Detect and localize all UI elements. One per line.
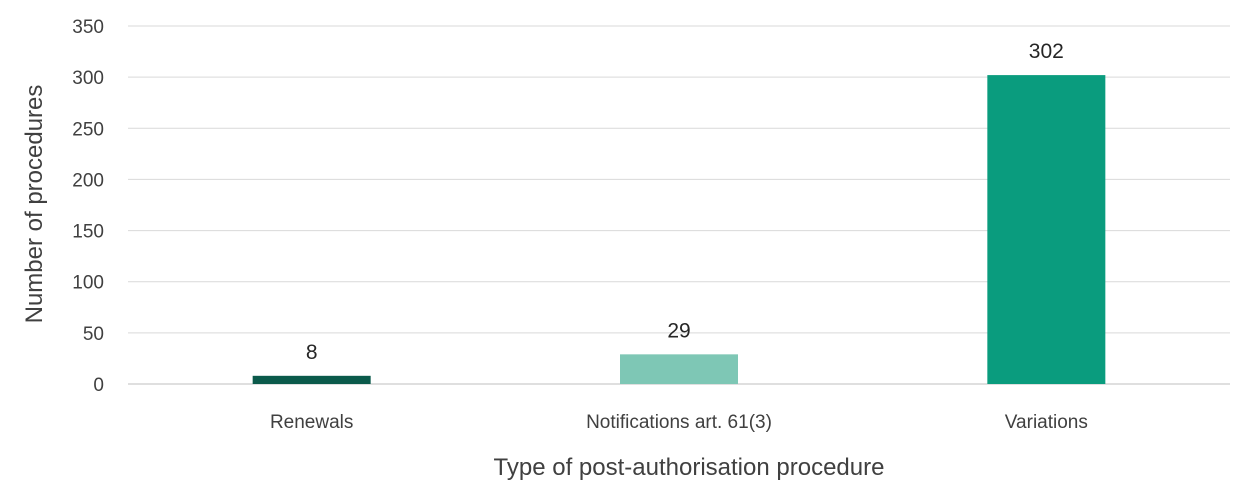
- gridlines: [128, 25, 1230, 385]
- y-tick-label: 0: [93, 375, 104, 396]
- x-axis-title: Type of post-authorisation procedure: [494, 454, 885, 481]
- y-tick-label: 100: [72, 273, 104, 294]
- y-tick-label: 50: [83, 324, 104, 345]
- data-label: 302: [1029, 40, 1064, 63]
- y-tick-label: 350: [72, 17, 104, 38]
- category-label: Notifications art. 61(3): [586, 412, 772, 433]
- bar: [620, 354, 738, 384]
- data-label: 29: [667, 319, 690, 342]
- data-label: 8: [306, 341, 318, 364]
- data-labels: 8 29 302: [306, 40, 1064, 364]
- y-tick-label: 150: [72, 222, 104, 243]
- y-axis-tick-labels: 0 50 100 150 200 250 300 350: [72, 17, 104, 396]
- y-tick-label: 200: [72, 170, 104, 191]
- category-label: Renewals: [270, 412, 353, 433]
- y-axis-title: Number of procedures: [21, 85, 48, 324]
- bars: [252, 75, 1106, 385]
- x-axis-category-labels: Renewals Notifications art. 61(3) Variatio…: [270, 412, 1088, 433]
- y-tick-label: 300: [72, 68, 104, 89]
- category-label: Variations: [1005, 412, 1088, 433]
- bar: [252, 375, 371, 384]
- y-tick-label: 250: [72, 119, 104, 140]
- bar: [987, 75, 1106, 385]
